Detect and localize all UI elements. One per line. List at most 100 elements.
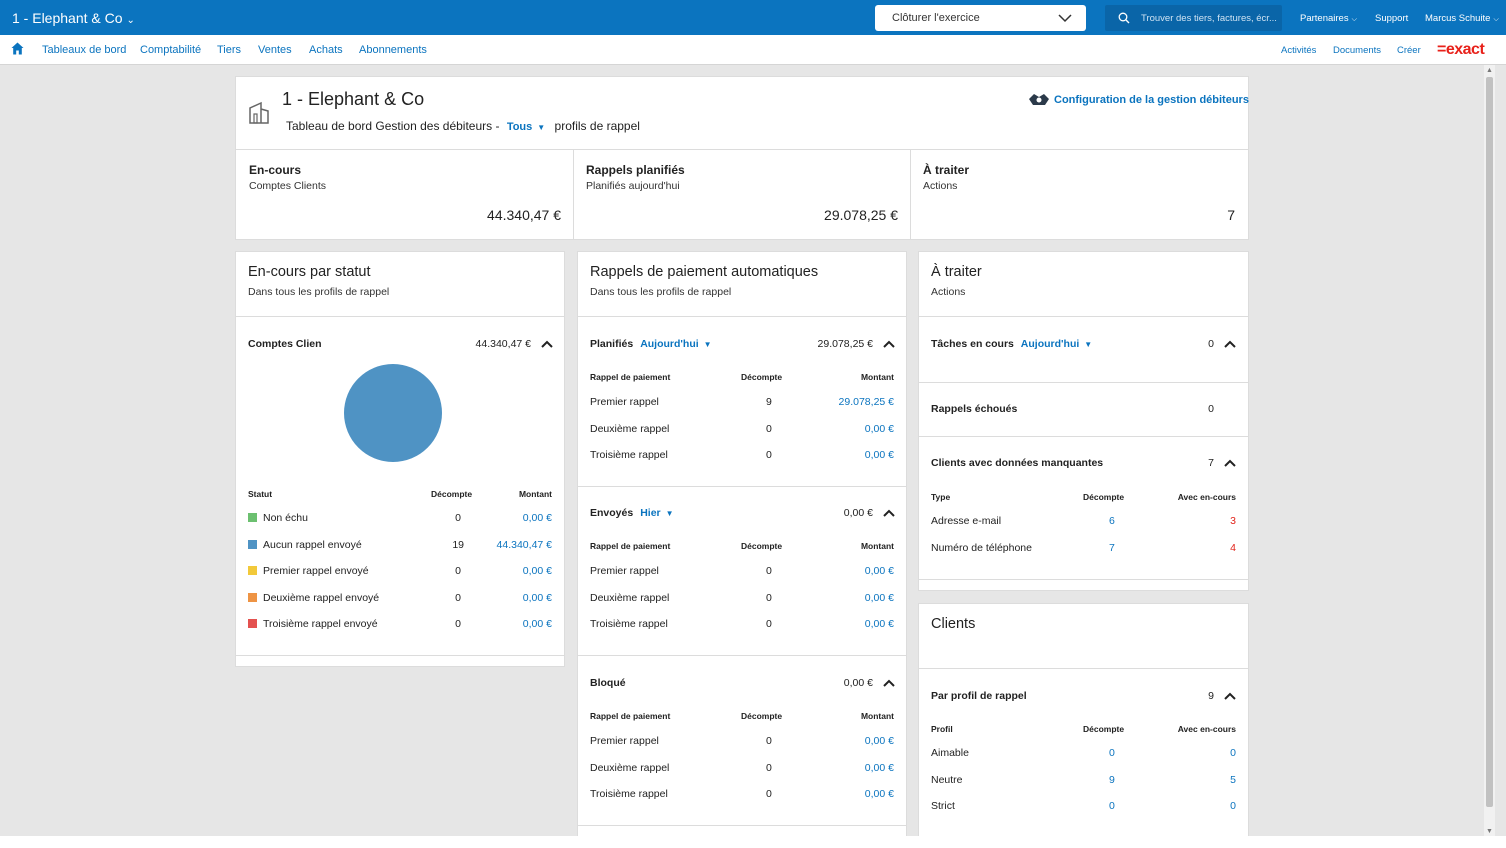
header-panel: 1 - Elephant & Co Tableau de bord Gestio… [235,76,1249,240]
chevron-up-icon[interactable] [1224,691,1236,701]
company-switcher[interactable]: 1 - Elephant & Co ⌄ [12,10,135,26]
status-row-amount[interactable]: 0,00 € [522,618,552,630]
chevron-up-icon[interactable] [1224,339,1236,349]
profile-filter-dropdown[interactable]: Tous ▼ [507,121,545,133]
missing-row-label: Adresse e-mail [931,515,1002,527]
pie-slice[interactable] [344,364,442,462]
kpi-reminders-value[interactable]: 29.078,25 € [824,207,898,223]
reminder-row-amount[interactable]: 0,00 € [864,788,894,800]
menu-relations[interactable]: Tiers [217,44,242,56]
reminder-section-total: 0,00 € [843,507,873,519]
menu-sales[interactable]: Ventes [258,44,292,56]
status-row-amount[interactable]: 44.340,47 € [496,538,552,551]
subtitle-suffix: profils de rappel [554,119,640,133]
menu-subscriptions[interactable]: Abonnements [359,44,427,56]
reminder-row-count: 0 [766,618,772,630]
col-header-status: Statut [248,489,273,499]
user-menu[interactable]: Marcus Schuite ⌵ [1425,13,1499,24]
close-year-select[interactable]: Clôturer l'exercice [875,5,1086,31]
reminder-row-count: 9 [766,396,772,408]
missing-row-with[interactable]: 3 [1230,515,1236,527]
status-row-amount[interactable]: 0,00 € [522,565,552,577]
reminder-row-label: Premier rappel [590,735,659,747]
status-row-amount[interactable]: 0,00 € [522,512,552,524]
col-header-with: Avec en-cours [1177,492,1236,502]
client-row-count[interactable]: 0 [1109,747,1115,759]
reminder-row-count: 0 [766,591,772,604]
col-header-type: Type [931,492,951,502]
search-input[interactable]: Trouver des tiers, factures, écr... [1105,5,1282,31]
config-link[interactable]: Configuration de la gestion débiteurs [1028,91,1249,107]
reminder-filter-label: Hier [640,507,661,519]
reminder-row-count: 0 [766,788,772,800]
status-row-amount[interactable]: 0,00 € [522,591,552,604]
reminder-row-amount[interactable]: 29.078,25 € [838,396,894,408]
reminder-filter-label: Aujourd'hui [640,338,699,350]
reminders-card: Rappels de paiement automatiques Dans to… [577,251,907,841]
status-color-swatch [248,619,257,628]
page-scrollbar[interactable]: ▲ ▼ [1484,65,1495,836]
reminder-row-amount[interactable]: 0,00 € [864,591,894,604]
chevron-up-icon[interactable] [541,339,553,349]
kpi-todo-value[interactable]: 7 [1227,207,1235,223]
reminder-filter-dropdown[interactable]: Aujourd'hui ▼ [640,338,711,350]
menu-documents[interactable]: Documents [1333,45,1382,56]
chevron-up-icon[interactable] [1224,458,1236,468]
menu-accounting[interactable]: Comptabilité [140,44,202,56]
client-row-with[interactable]: 5 [1230,773,1236,786]
reminder-row-amount[interactable]: 0,00 € [864,449,894,461]
client-row-count[interactable]: 9 [1109,773,1115,786]
tasks-filter-dropdown[interactable]: Aujourd'hui ▼ [1021,338,1092,350]
status-row-text: Deuxième rappel envoyé [263,591,380,604]
missing-row-count[interactable]: 6 [1109,515,1115,527]
reminder-row-count: 0 [766,449,772,461]
reminder-row-amount[interactable]: 0,00 € [864,422,894,435]
reminder-row-count: 0 [766,735,772,747]
reminder-section-label: Planifiés Aujourd'hui ▼ [590,338,712,350]
status-row-count: 0 [455,591,461,604]
reminder-filter-dropdown[interactable]: Hier ▼ [640,507,673,519]
section-label: Comptes Clien [248,338,322,350]
kpi-outstanding-value[interactable]: 44.340,47 € [487,207,561,223]
reminder-row-amount[interactable]: 0,00 € [864,618,894,630]
reminder-row-amount[interactable]: 0,00 € [864,761,894,774]
menu-activities[interactable]: Activités [1281,45,1317,56]
scroll-down-icon[interactable]: ▼ [1486,828,1493,835]
client-row-with[interactable]: 0 [1230,747,1236,759]
col-header-count: Décompte [1083,492,1125,502]
reminder-section-total: 29.078,25 € [817,338,873,350]
scroll-thumb[interactable] [1486,77,1493,807]
col-header-count: Décompte [741,711,783,721]
reminder-row-label: Troisième rappel [590,618,668,630]
menu-create[interactable]: Créer [1397,45,1421,56]
reminder-row-amount[interactable]: 0,00 € [864,565,894,577]
scroll-up-icon[interactable]: ▲ [1486,67,1493,74]
status-row-count: 0 [455,512,461,524]
support-link[interactable]: Support [1375,13,1409,24]
chevron-down-icon [1058,14,1072,23]
home-icon[interactable] [11,42,24,55]
missing-row-with[interactable]: 4 [1230,541,1236,554]
chevron-up-icon[interactable] [883,508,895,518]
tasks-label: Tâches en cours Aujourd'hui ▼ [931,338,1092,350]
client-row-with[interactable]: 0 [1230,800,1236,812]
status-row-count: 0 [455,565,461,577]
search-placeholder: Trouver des tiers, factures, écr... [1141,13,1277,24]
col-header-count: Décompte [1083,724,1125,734]
subtitle-prefix: Tableau de bord Gestion des débiteurs - [286,119,500,133]
status-color-swatch [248,592,257,602]
menu-purchases[interactable]: Achats [309,44,343,56]
chevron-up-icon[interactable] [883,339,895,349]
menu-dashboards[interactable]: Tableaux de bord [42,44,127,56]
reminder-section-text: Planifiés [590,338,634,350]
chevron-down-icon: ⌵ [1493,16,1499,23]
reminder-row-label: Deuxième rappel [590,591,670,604]
failed-label: Rappels échoués [931,403,1018,415]
client-row-count[interactable]: 0 [1109,800,1115,812]
chevron-up-icon[interactable] [883,678,895,688]
missing-row-count[interactable]: 7 [1109,541,1115,554]
reminder-row-amount[interactable]: 0,00 € [864,735,894,747]
reminder-section-label: Envoyés Hier ▼ [590,507,674,519]
col-header-count: Décompte [741,372,783,382]
partners-menu[interactable]: Partenaires ⌵ [1300,13,1357,24]
